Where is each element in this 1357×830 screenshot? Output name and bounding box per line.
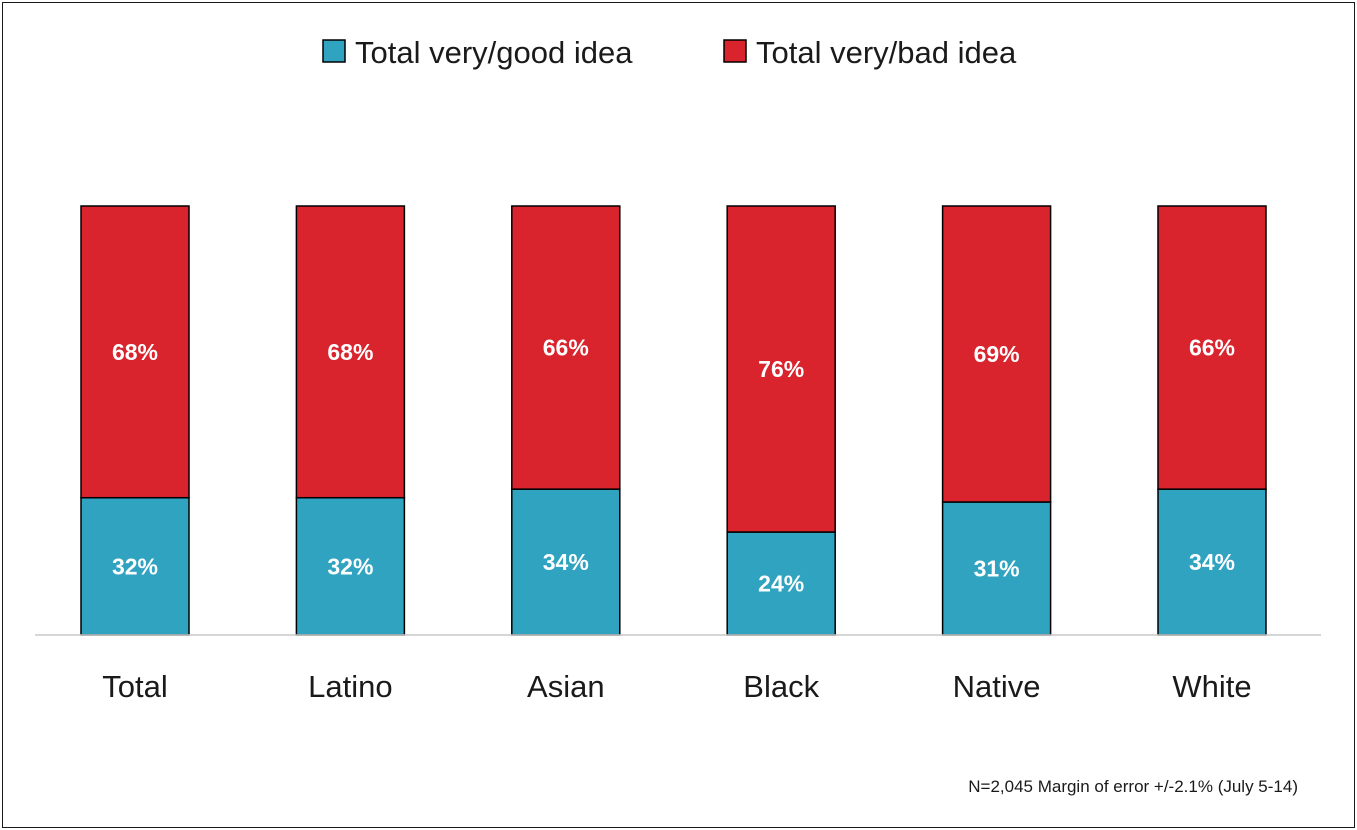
bar-bad-white bbox=[1157, 205, 1267, 490]
data-label-bad-latino: 68% bbox=[327, 339, 373, 365]
bar-good-latino bbox=[295, 496, 406, 636]
data-label-good-native: 31% bbox=[974, 556, 1020, 582]
category-label-white: White bbox=[1172, 669, 1251, 704]
data-label-bad-asian: 66% bbox=[543, 335, 589, 361]
bar-good-native bbox=[941, 501, 1052, 636]
category-label-asian: Asian bbox=[527, 669, 605, 704]
bar-good-black bbox=[726, 531, 836, 636]
category-labels: Total Latino Asian Black Native White bbox=[102, 669, 1251, 704]
data-label-good-latino: 32% bbox=[327, 553, 373, 579]
bar-bad-black bbox=[726, 205, 836, 533]
data-label-bad-white: 66% bbox=[1189, 335, 1235, 361]
legend: Total very/good idea Total very/bad idea bbox=[322, 35, 1017, 70]
bar-good-white bbox=[1157, 488, 1267, 636]
bar-good-total bbox=[80, 496, 190, 636]
data-label-bad-black: 76% bbox=[758, 356, 804, 382]
bar-bad-latino bbox=[295, 205, 406, 499]
bar-bad-asian bbox=[511, 205, 621, 490]
bar-bad-total bbox=[80, 205, 190, 499]
legend-label-bad: Total very/bad idea bbox=[756, 35, 1017, 70]
data-label-good-white: 34% bbox=[1189, 549, 1235, 575]
category-label-black: Black bbox=[743, 669, 819, 704]
category-label-latino: Latino bbox=[308, 669, 392, 704]
legend-swatch-bad bbox=[723, 39, 747, 63]
bars-group: 32% 68% 32% 68% 34% 66% 24% 76% 31% 69% 34% 66% bbox=[80, 205, 1267, 636]
data-label-good-black: 24% bbox=[758, 571, 804, 597]
data-label-good-total: 32% bbox=[112, 553, 158, 579]
legend-label-good: Total very/good idea bbox=[355, 35, 633, 70]
sample-note: N=2,045 Margin of error +/-2.1% (July 5-… bbox=[968, 777, 1298, 796]
data-label-bad-native: 69% bbox=[974, 341, 1020, 367]
legend-swatch-good bbox=[322, 39, 346, 63]
category-label-native: Native bbox=[953, 669, 1041, 704]
data-label-bad-total: 68% bbox=[112, 339, 158, 365]
bar-good-asian bbox=[511, 488, 621, 636]
category-label-total: Total bbox=[102, 669, 167, 704]
bar-bad-native bbox=[941, 205, 1052, 503]
data-label-good-asian: 34% bbox=[543, 549, 589, 575]
